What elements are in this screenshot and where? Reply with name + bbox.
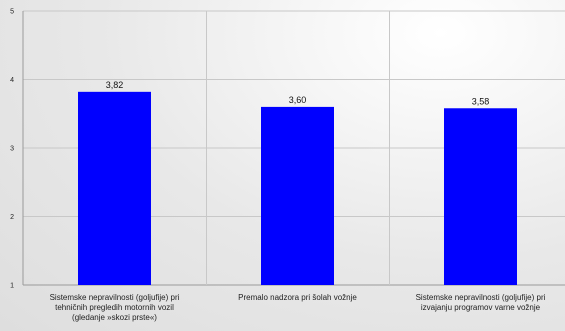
y-tick-label-3: 3 [10,146,14,153]
bar-2 [261,107,334,285]
value-label-3: 3,58 [472,96,490,106]
value-label-2: 3,60 [289,95,307,105]
category-label-1-line-3: (gledanje »skozi prste«) [72,313,157,322]
value-label-1: 3,82 [106,80,124,90]
bars-layer [78,92,517,285]
category-label-1-line-2: tehničnih pregledih motornih vozil [55,303,174,312]
category-label-3-line-1: Sistemske nepravilnosti (goljufije) pri [416,293,546,302]
bar-1 [78,92,151,285]
y-tick-label-2: 2 [10,214,14,221]
category-label-1-line-1: Sistemske nepravilnosti (goljufije) pri [50,293,180,302]
y-tick-label-5: 5 [10,9,14,16]
category-label-2-line-1: Premalo nadzora pri šolah vožnje [238,293,357,302]
y-tick-label-4: 4 [10,77,14,84]
bar-3 [444,108,517,285]
y-tick-label-1: 1 [10,283,14,290]
category-label-3-line-2: izvajanju programov varne vožnje [421,303,541,312]
